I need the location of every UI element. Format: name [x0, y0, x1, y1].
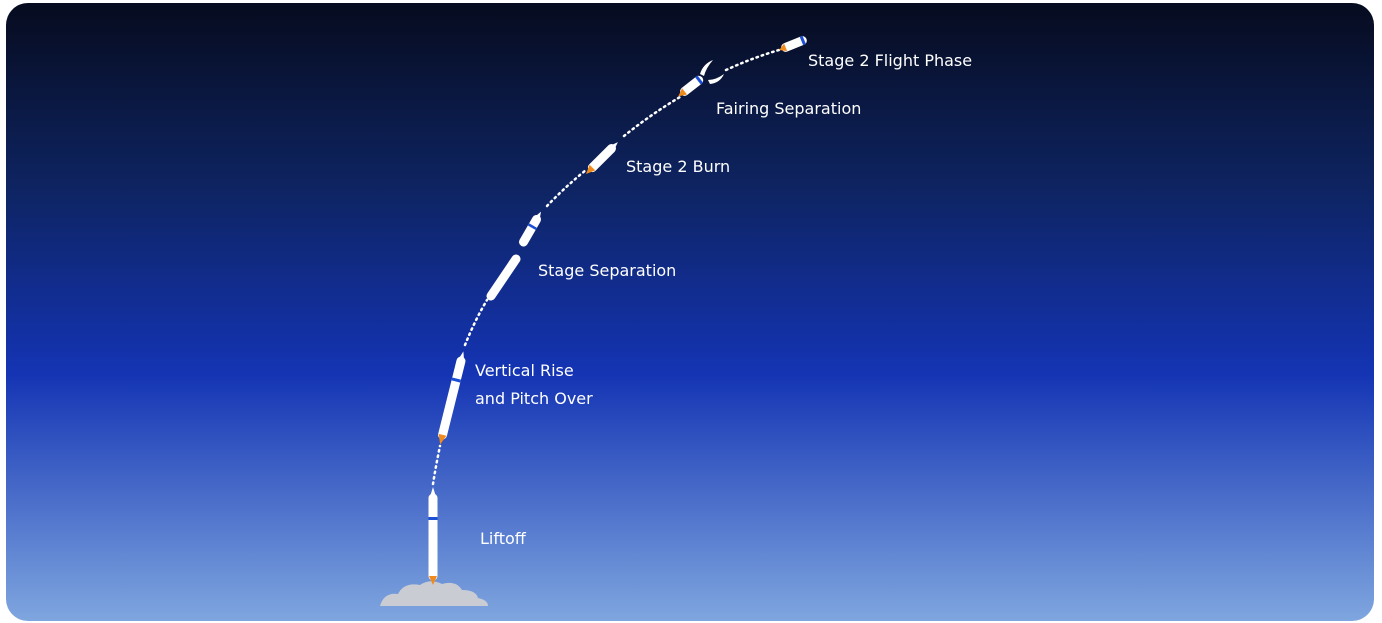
stage-band [429, 517, 438, 520]
stage-label: Stage Separation [538, 261, 676, 280]
stage-label: and Pitch Over [475, 389, 593, 408]
stage-label: Stage 2 Burn [626, 157, 730, 176]
stage-label: Vertical Rise [475, 361, 574, 380]
launch-diagram: Liftoff Vertical Rise and Pitch Over Sta… [0, 0, 1382, 623]
stage-label: Stage 2 Flight Phase [808, 51, 972, 70]
background [6, 3, 1374, 621]
page: Liftoff Vertical Rise and Pitch Over Sta… [0, 0, 1382, 623]
stage-label: Liftoff [480, 529, 527, 548]
rocket-body [786, 41, 803, 48]
stage-label: Fairing Separation [716, 99, 861, 118]
